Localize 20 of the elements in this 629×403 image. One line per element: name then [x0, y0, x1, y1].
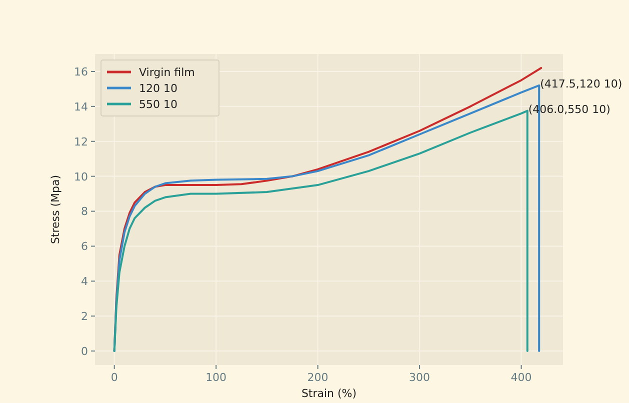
x-tick-label: 400 [510, 371, 532, 384]
legend-label: 120 10 [139, 82, 178, 95]
x-tick-label: 200 [307, 371, 328, 384]
y-tick-label: 12 [74, 135, 88, 148]
y-tick-label: 10 [74, 170, 88, 184]
y-tick-label: 6 [81, 240, 88, 254]
y-axis-title: Stress (Mpa) [49, 174, 62, 244]
x-tick-label: 100 [206, 371, 227, 384]
y-tick-label: 8 [81, 205, 88, 218]
y-tick-label: 0 [81, 345, 88, 358]
annotation: (417.5,120 10) [540, 77, 622, 90]
y-tick-label: 16 [74, 65, 88, 78]
x-tick-label: 0 [110, 371, 118, 384]
x-tick-label: 300 [409, 371, 430, 384]
x-axis-title: Strain (%) [301, 387, 357, 400]
y-tick-label: 2 [81, 310, 88, 324]
y-tick-label: 14 [74, 100, 88, 114]
legend-label: Virgin film [139, 66, 195, 79]
legend-label: 550 10 [139, 98, 178, 111]
y-tick-label: 4 [81, 275, 88, 288]
